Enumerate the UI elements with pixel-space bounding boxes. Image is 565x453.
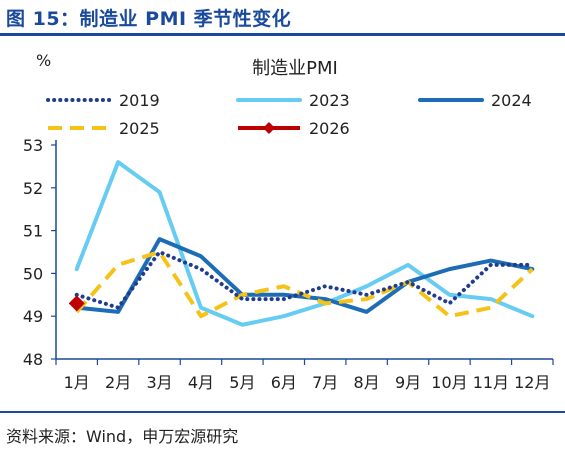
series-2019-point [323,284,327,288]
y-tick-label: 50 [23,264,43,283]
legend-label-2019: 2019 [119,91,160,110]
figure-title: 图 15：制造业 PMI 季节性变化 [6,8,292,30]
y-tick-label: 52 [23,179,43,198]
series-2024-point [489,259,493,263]
series-2025-point [447,314,451,318]
series-2019-point [240,297,244,301]
series-2019-point [530,263,534,267]
y-tick-label: 48 [23,350,43,369]
title-divider [0,33,565,36]
series-2026-point [68,295,85,312]
y-tick-label: 49 [23,307,43,326]
series-2025-point [199,314,203,318]
x-tick-label: 6月 [271,373,297,392]
series-2019-point [406,280,410,284]
series-2023-point [199,306,203,310]
x-tick-label: 7月 [312,373,338,392]
series-2019-point [282,297,286,301]
x-tick-label: 1月 [64,373,90,392]
legend-label-2023: 2023 [309,91,350,110]
series-2025-point [323,301,327,305]
series-2025-point [530,267,534,271]
x-tick-label: 11月 [473,373,509,392]
y-tick-label: 51 [23,222,43,241]
series-2019-point [489,263,493,267]
series-2023-point [447,293,451,297]
series-2019-line [74,250,535,310]
series-2025-line [75,250,534,319]
series-2024-point [116,310,120,314]
legend-label-2026: 2026 [309,119,350,138]
chart-title: 制造业PMI [252,58,338,79]
x-tick-label: 4月 [188,373,214,392]
series-2024-point [158,237,162,241]
series-2025-point [489,306,493,310]
series-2025-point [116,263,120,267]
series-2023-point [116,160,120,164]
series-2019-point [365,293,369,297]
series-2019-point [158,250,162,254]
series-2023-point [530,314,534,318]
series-2019-point [199,267,203,271]
x-tick-label: 3月 [146,373,172,392]
series-2023-point [240,323,244,327]
source-note: 资料来源：Wind，申万宏源研究 [6,427,239,446]
x-tick-label: 8月 [354,373,380,392]
source-divider [0,411,565,413]
series-2025-point [282,284,286,288]
series-2023-point [406,263,410,267]
series-2023-point [365,284,369,288]
series-2023-line [74,160,535,327]
legend-marker-2026 [263,122,275,134]
series-2024-point [199,254,203,258]
series-2023-point [489,297,493,301]
series-2024-point [323,297,327,301]
series-2024-line [74,237,535,314]
x-tick-label: 10月 [431,373,467,392]
series-2024-point [365,310,369,314]
x-tick-label: 2月 [105,373,131,392]
series-2025-point [365,297,369,301]
legend-label-2025: 2025 [119,119,160,138]
series-2025-point [240,293,244,297]
y-axis-unit: % [36,51,51,70]
series-2019-point [447,301,451,305]
x-tick-label: 12月 [514,373,550,392]
series-2023-point [282,314,286,318]
x-tick-label: 5月 [229,373,255,392]
x-tick-label: 9月 [395,373,421,392]
series-2023-point [75,267,79,271]
series-2023-point [158,190,162,194]
y-tick-label: 53 [23,136,43,155]
legend-label-2024: 2024 [491,91,532,110]
series-2019-point [116,306,120,310]
series-2024-point [447,267,451,271]
series-2024-point [282,293,286,297]
